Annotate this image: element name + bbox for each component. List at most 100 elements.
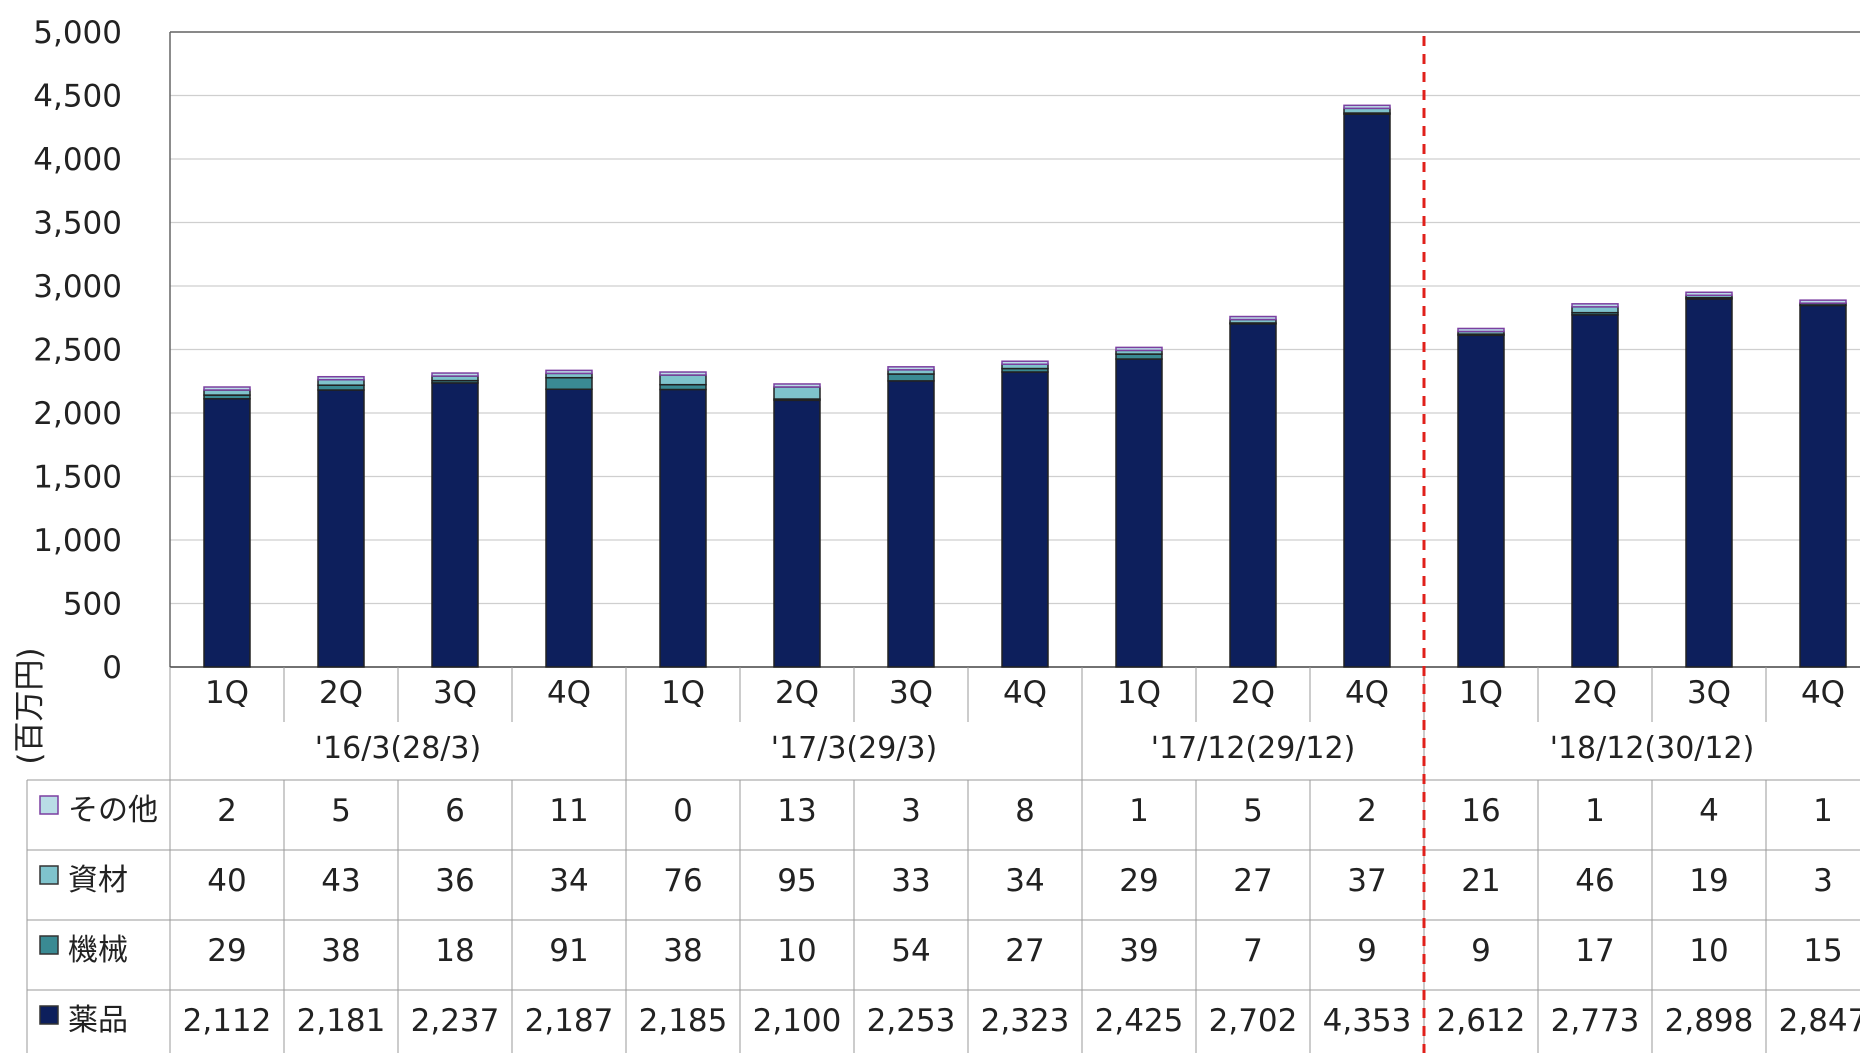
y-axis: 0 500 1,000 1,500 2,000 2,500 3,000 3,500 4,000 4…	[33, 15, 122, 686]
bar-segment	[773, 399, 821, 668]
data-table-cell: 27	[1233, 863, 1272, 899]
data-table-cell: 13	[777, 793, 816, 829]
period-label: '17/12(29/12)	[1151, 731, 1356, 766]
quarter-label: 1Q	[205, 675, 249, 711]
bar-segment	[1799, 299, 1847, 304]
data-table-cell: 17	[1575, 933, 1614, 969]
data-table-cell: 2	[217, 793, 237, 829]
data-table-cell: 95	[777, 863, 816, 899]
bar-segment	[1343, 113, 1391, 668]
y-tick-label: 1,000	[33, 523, 122, 559]
data-table-cell: 2,100	[753, 1003, 842, 1039]
bar-segment	[545, 388, 593, 668]
data-table-cell: 54	[891, 933, 930, 969]
quarter-label: 3Q	[433, 675, 477, 711]
bar-segment	[887, 373, 935, 382]
y-tick-label: 3,500	[33, 206, 122, 242]
data-table-cell: 38	[321, 933, 360, 969]
data-table-cell: 76	[663, 863, 702, 899]
data-table-cell: 18	[435, 933, 474, 969]
data-table-cell: 1	[1129, 793, 1149, 829]
bar-segment	[203, 398, 251, 668]
data-table-cell: 2,702	[1209, 1003, 1298, 1039]
legend-label: 薬品	[68, 1003, 128, 1038]
data-table-cell: 3	[901, 793, 921, 829]
quarter-label: 2Q	[1231, 675, 1275, 711]
bar-segment	[545, 376, 593, 391]
y-tick-label: 1,500	[33, 460, 122, 496]
quarter-label: 1Q	[661, 675, 705, 711]
data-table-cell: 2,181	[297, 1003, 386, 1039]
bar-segment	[1457, 327, 1505, 333]
bar-segment	[1457, 334, 1505, 668]
bar-segment	[659, 371, 707, 376]
data-table-cell: 2,185	[639, 1003, 728, 1039]
bar-segment	[203, 389, 251, 396]
bar-segment	[887, 380, 935, 668]
data-table-cell: 2,112	[183, 1003, 272, 1039]
data-table-cell: 7	[1243, 933, 1263, 969]
legend-swatch	[39, 935, 59, 955]
data-table-cell: 16	[1461, 793, 1500, 829]
quarter-label: 2Q	[1573, 675, 1617, 711]
data-table-cell: 4	[1699, 793, 1719, 829]
bar-segment	[545, 369, 593, 375]
bar-segment	[1115, 358, 1163, 668]
data-table-cell: 0	[673, 793, 693, 829]
data-table-cell: 29	[1119, 863, 1158, 899]
bar-segment	[1115, 346, 1163, 352]
data-table-cell: 1	[1585, 793, 1605, 829]
y-tick-label: 2,000	[33, 396, 122, 432]
data-table-cell: 4,353	[1323, 1003, 1412, 1039]
data-table-cell: 27	[1005, 933, 1044, 969]
bar-segment	[1229, 315, 1277, 321]
quarter-label: 4Q	[547, 675, 591, 711]
data-table-cell: 36	[435, 863, 474, 899]
data-table-cell: 19	[1689, 863, 1728, 899]
data-table-cell: 2,187	[525, 1003, 614, 1039]
data-table-cell: 8	[1015, 793, 1035, 829]
data-table-cell: 1	[1813, 793, 1833, 829]
quarter-label: 4Q	[1345, 675, 1389, 711]
y-tick-label: 0	[102, 650, 122, 686]
bars	[203, 104, 1847, 668]
legend-label: その他	[68, 793, 158, 828]
quarter-label: 4Q	[1801, 675, 1845, 711]
bar-segment	[1001, 360, 1049, 365]
data-table: 1Q 2Q 3Q 4Q 1Q 2Q 3Q 4Q 1Q 2Q 4Q 1Q 2Q 3Q 4Q '16/3(28/3…	[26, 667, 1860, 1053]
bar-segment	[773, 383, 821, 388]
bar-segment	[1685, 298, 1733, 668]
data-table-cell: 33	[891, 863, 930, 899]
y-tick-label: 4,500	[33, 79, 122, 115]
data-table-cell: 2	[1357, 793, 1377, 829]
y-axis-label: (百万円)	[12, 647, 48, 764]
data-table-cell: 2,323	[981, 1003, 1070, 1039]
data-table-cell: 43	[321, 863, 360, 899]
quarter-label: 2Q	[775, 675, 819, 711]
bar-segment	[203, 386, 251, 391]
data-table-cell: 21	[1461, 863, 1500, 899]
data-table-cell: 40	[207, 863, 246, 899]
data-table-cell: 11	[549, 793, 588, 829]
quarter-label: 3Q	[889, 675, 933, 711]
data-table-cell: 2,898	[1665, 1003, 1754, 1039]
bar-segment	[1799, 304, 1847, 668]
data-table-cell: 38	[663, 933, 702, 969]
bar-segment	[1229, 323, 1277, 668]
quarter-label: 1Q	[1117, 675, 1161, 711]
legend-label: 資材	[68, 863, 128, 898]
data-table-cell: 6	[445, 793, 465, 829]
data-table-cell: 2,425	[1095, 1003, 1184, 1039]
quarter-label: 4Q	[1003, 675, 1047, 711]
bar-segment	[773, 386, 821, 400]
data-table-cell: 10	[777, 933, 816, 969]
bar-segment	[1001, 371, 1049, 668]
bar-segment	[317, 375, 365, 381]
period-label: '18/12(30/12)	[1550, 731, 1755, 766]
data-table-cell: 3	[1813, 863, 1833, 899]
bar-segment	[431, 372, 479, 377]
quarter-label: 3Q	[1687, 675, 1731, 711]
legend-label: 機械	[68, 933, 128, 968]
data-table-cell: 2,773	[1551, 1003, 1640, 1039]
bar-segment	[1685, 291, 1733, 297]
